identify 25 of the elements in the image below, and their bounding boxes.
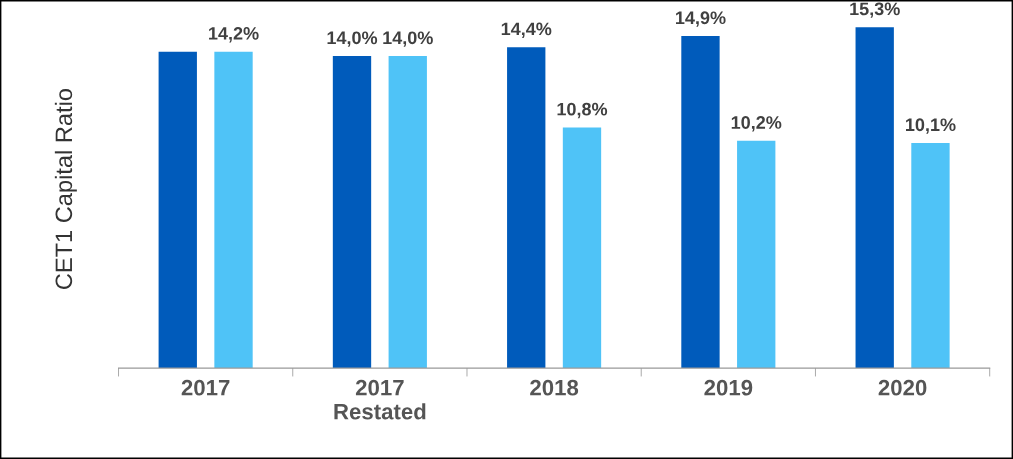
bar — [562, 127, 602, 369]
x-tick-label: 2019 — [704, 379, 753, 396]
data-label: 14,4% — [501, 22, 552, 38]
bar — [332, 56, 372, 369]
data-label: 14,9% — [676, 11, 726, 27]
bar — [911, 143, 950, 369]
bar — [737, 140, 776, 369]
bar — [681, 36, 720, 369]
bar — [158, 51, 197, 369]
data-label: 10,2% — [731, 116, 782, 132]
x-tick-label: 2020 — [878, 379, 927, 396]
bar — [855, 27, 894, 369]
data-label: 15,3% — [850, 2, 900, 18]
data-label: 14,0% — [327, 31, 378, 47]
data-label: 10,8% — [557, 102, 608, 119]
x-tick-label: 2017 — [181, 379, 230, 396]
y-axis-title: CET1 Capital Ratio — [54, 89, 77, 289]
bar — [214, 51, 253, 369]
data-label: 14,0% — [383, 31, 433, 47]
data-label: 10,1% — [906, 118, 956, 134]
bar — [388, 56, 427, 369]
x-tick-label: 2018 — [530, 379, 579, 396]
x-tick-label: 2017 Restated — [334, 379, 426, 420]
bar — [507, 47, 546, 369]
data-label: 14,2% — [209, 26, 259, 43]
